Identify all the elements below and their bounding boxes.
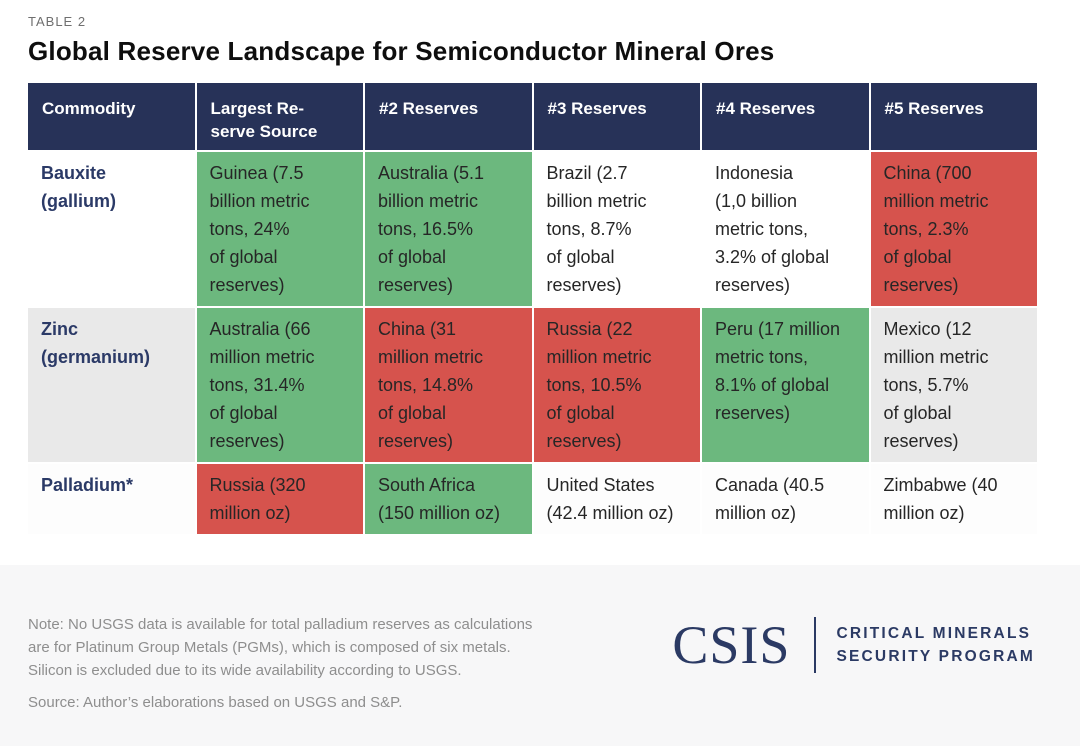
reserve-cell: Brazil (2.7 billion metric tons, 8.7% of… [533, 152, 700, 306]
header-cell-3-reserves: #3 Reserves [533, 83, 700, 150]
reserve-cell: United States (42.4 million oz) [533, 464, 700, 534]
reserve-cell: Indonesia (1,0 billion metric tons, 3.2%… [702, 152, 869, 306]
header-cell-largest-reserve: Largest Re- serve Source [196, 83, 363, 150]
footnotes: Note: No USGS data is available for tota… [28, 613, 532, 714]
header-cell-2-reserves: #2 Reserves [365, 83, 532, 150]
page-content: TABLE 2 Global Reserve Landscape for Sem… [28, 14, 1037, 534]
csis-wordmark: CSIS [672, 615, 791, 675]
reserve-cell: Mexico (12 million metric tons, 5.7% of … [870, 308, 1037, 462]
reserves-table: Commodity Largest Re- serve Source #2 Re… [28, 83, 1037, 534]
source-text: Source: Author’s elaborations based on U… [28, 694, 403, 711]
footer: Note: No USGS data is available for tota… [0, 565, 1080, 746]
commodity-cell-palladium: Palladium* [28, 464, 195, 534]
reserve-cell: Canada (40.5 million oz) [702, 464, 869, 534]
commodity-cell-zinc: Zinc (germanium) [28, 308, 195, 462]
reserve-cell: Guinea (7.5 billion metric tons, 24% of … [196, 152, 363, 306]
reserve-cell: Peru (17 million metric tons, 8.1% of gl… [702, 308, 869, 462]
reserve-cell: Zimbabwe (40 million oz) [870, 464, 1037, 534]
program-line-2: SECURITY PROGRAM [836, 648, 1035, 665]
csis-logo: CSIS CRITICAL MINERALS SECURITY PROGRAM [672, 617, 1035, 673]
header-cell-commodity: Commodity [28, 83, 195, 150]
reserve-cell: Russia (320 million oz) [196, 464, 363, 534]
reserve-cell: Australia (5.1 billion metric tons, 16.5… [365, 152, 532, 306]
reserve-cell: Australia (66 million metric tons, 31.4%… [196, 308, 363, 462]
reserve-cell: Russia (22 million metric tons, 10.5% of… [533, 308, 700, 462]
note-text: Note: No USGS data is available for tota… [28, 616, 533, 679]
page-title: Global Reserve Landscape for Semiconduct… [28, 36, 775, 66]
reserve-cell: China (700 million metric tons, 2.3% of … [870, 152, 1037, 306]
header-cell-4-reserves: #4 Reserves [702, 83, 869, 150]
reserve-cell: South Africa (150 million oz) [365, 464, 532, 534]
commodity-cell-bauxite: Bauxite (gallium) [28, 152, 195, 306]
header-cell-5-reserves: #5 Reserves [870, 83, 1037, 150]
reserve-cell: China (31 million metric tons, 14.8% of … [365, 308, 532, 462]
program-line-1: CRITICAL MINERALS [836, 625, 1032, 642]
logo-divider [814, 617, 817, 673]
table-eyebrow: TABLE 2 [28, 14, 87, 29]
program-name: CRITICAL MINERALS SECURITY PROGRAM [836, 622, 1035, 668]
